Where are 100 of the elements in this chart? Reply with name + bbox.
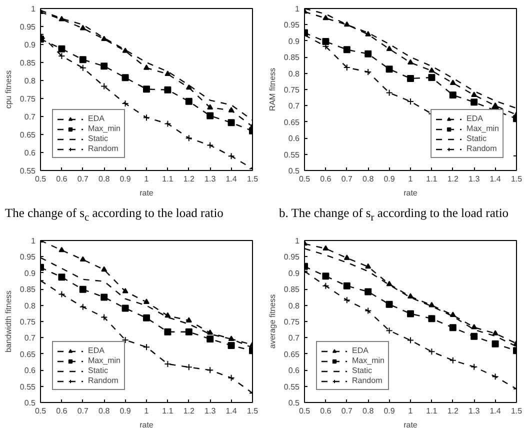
y-tick-label: 0.85 [20,58,36,68]
x-tick-label: 0.7 [341,406,354,416]
legend-label: Random [88,144,118,153]
y-tick-label: 0.5 [288,398,300,408]
y-tick-label: 0.55 [20,382,36,392]
y-tick-label: 0.85 [284,53,300,62]
y-tick-label: 0.6 [288,134,300,144]
x-tick-label: 1.5 [246,406,259,416]
y-tick-label: 0.8 [288,69,300,78]
x-tick-label: 1 [408,174,414,184]
y-tick-label: 0.65 [20,350,36,359]
text: b. The change of s$_{r}$ according to the load ratio [279,205,509,226]
y-axis-title: cpu fitness [4,70,13,109]
legend-label: Static [466,134,487,143]
y-axis-title: RAM fitness [268,68,277,112]
y-tick-label: 0.9 [24,268,36,278]
x-tick-label: 0.8 [98,406,110,416]
x-axis-title: rate [404,420,418,430]
text: The change of s$_{c}$ according to the load ratio [5,205,224,226]
y-axis-title: average fitness [268,294,277,349]
x-tick-label: 0.7 [77,174,90,184]
y-tick-label: 0.7 [288,334,300,343]
legend-label: Static [352,366,372,375]
x-tick-label: 1.3 [204,174,216,184]
y-tick-label: 0.75 [284,318,300,326]
y-tick-label: 0.65 [284,118,300,127]
y-tick-label: 0.95 [284,252,300,262]
y-tick-label: 1 [31,236,36,246]
legend-label: EDA [352,346,370,355]
legend-label: Random [466,144,497,153]
x-tick-label: 1.1 [426,174,438,184]
x-tick-label: 1.1 [162,174,174,184]
y-tick-label: 1 [295,236,300,246]
x-axis-title: rate [140,188,154,198]
legend-label: Max_min [88,124,120,133]
legend-label: Random [352,376,382,385]
x-tick-label: 0.9 [384,174,396,184]
y-tick-label: 0.9 [288,36,300,46]
x-tick-label: 1 [408,406,414,416]
x-tick-label: 1.5 [246,174,259,184]
x-tick-label: 0.6 [56,406,68,416]
y-tick-label: 0.85 [284,285,300,294]
x-tick-label: 1.4 [226,174,238,184]
y-tick-label: 0.55 [20,166,36,176]
x-tick-label: 1.4 [490,174,502,184]
x-tick-label: 1.3 [468,174,480,184]
x-tick-label: 1.2 [447,174,460,184]
y-tick-label: 0.8 [24,76,36,86]
y-tick-label: 0.7 [288,102,300,111]
x-tick-label: 0.6 [320,174,332,184]
legend-label: EDA [88,346,106,355]
y-tick-label: 0.7 [24,112,36,122]
x-tick-label: 1.4 [490,406,502,416]
y-tick-label: 0.65 [20,130,36,140]
x-tick-label: 0.8 [362,174,374,184]
y-tick-label: 1 [295,4,300,14]
legend-label: Max_min [466,124,499,133]
y-tick-label: 0.7 [24,334,36,343]
x-tick-label: 1.5 [510,174,523,184]
y-tick-label: 0.9 [24,40,36,50]
x-tick-label: 1 [144,406,150,416]
y-tick-label: 0.95 [20,252,36,262]
y-tick-label: 0.95 [20,22,36,32]
y-tick-label: 0.6 [24,366,36,376]
y-tick-label: 0.75 [20,318,36,326]
x-tick-label: 0.7 [77,406,90,416]
x-tick-label: 0.7 [341,174,354,184]
y-tick-label: 0.8 [24,301,36,310]
x-tick-label: 0.9 [384,406,396,416]
x-tick-label: 0.9 [120,174,132,184]
legend-label: Static [88,134,108,143]
legend-label: Static [88,366,108,375]
y-tick-label: 0.85 [20,285,36,294]
legend-label: EDA [466,114,484,123]
x-tick-label: 0.6 [56,174,68,184]
y-tick-label: 0.5 [24,398,36,408]
y-tick-label: 0.75 [284,86,300,94]
y-tick-label: 0.6 [24,148,36,158]
legend-label: Random [88,376,118,385]
x-tick-label: 1.2 [183,174,196,184]
y-tick-label: 0.5 [288,166,300,176]
x-tick-label: 1.3 [468,406,480,416]
y-tick-label: 0.55 [284,150,300,160]
x-tick-label: 1.3 [204,406,216,416]
y-tick-label: 0.8 [288,301,300,310]
y-tick-label: 0.9 [288,268,300,278]
x-tick-label: 1.2 [447,406,460,416]
x-tick-label: 0.8 [98,174,110,184]
y-tick-label: 0.65 [284,350,300,359]
x-axis-title: rate [404,188,418,198]
y-tick-label: 0.55 [284,382,300,392]
x-tick-label: 1.1 [426,406,438,416]
legend-label: EDA [88,114,106,123]
y-axis-title: bandwidth fitness [4,290,13,352]
x-tick-label: 1.2 [183,406,196,416]
y-tick-label: 0.95 [284,20,300,30]
y-tick-label: 0.6 [288,366,300,376]
x-axis-title: rate [140,420,154,430]
x-tick-label: 1.5 [510,406,523,416]
x-tick-label: 0.6 [320,406,332,416]
